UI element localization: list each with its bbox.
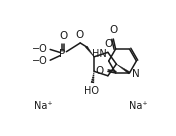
Text: O: O bbox=[96, 67, 104, 76]
Text: Na⁺: Na⁺ bbox=[128, 101, 147, 111]
Text: O: O bbox=[75, 30, 84, 40]
Text: P: P bbox=[59, 49, 66, 59]
Polygon shape bbox=[86, 46, 94, 57]
Text: HO: HO bbox=[84, 86, 99, 96]
Text: O: O bbox=[109, 25, 117, 35]
Text: −O: −O bbox=[32, 56, 48, 66]
Text: HN: HN bbox=[92, 49, 106, 59]
Text: O: O bbox=[59, 31, 67, 41]
Text: N: N bbox=[132, 69, 140, 79]
Text: O: O bbox=[105, 39, 113, 49]
Text: −O: −O bbox=[32, 44, 48, 54]
Polygon shape bbox=[116, 64, 130, 74]
Text: Na⁺: Na⁺ bbox=[34, 101, 53, 111]
